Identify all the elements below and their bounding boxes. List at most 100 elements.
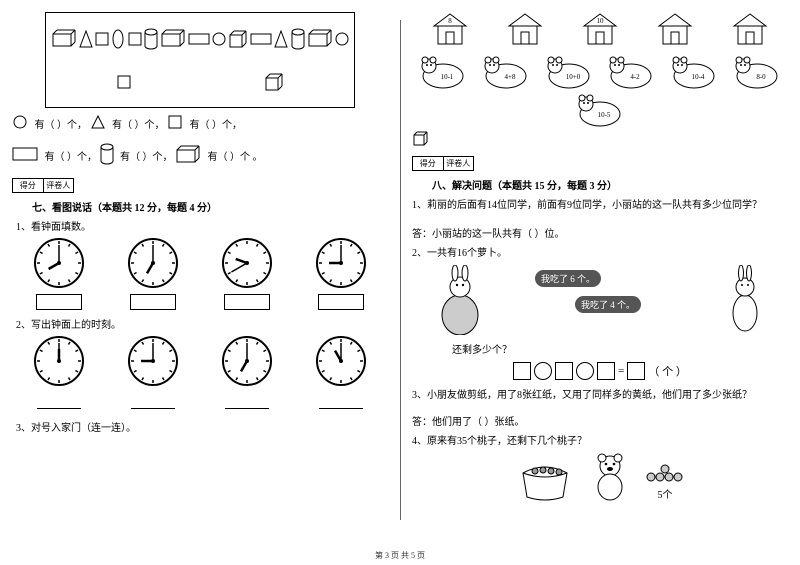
house-icon: [655, 12, 695, 49]
blank-square[interactable]: [597, 362, 615, 380]
triangle-count: 有（ ）个，: [112, 120, 165, 131]
rect-count: 有（ ）个，: [45, 152, 98, 163]
square-icon: [117, 75, 131, 89]
clock-item: [221, 237, 273, 312]
houses-row: 8 10: [412, 12, 788, 49]
circle-count: 有（ ）个，: [35, 120, 88, 131]
cube-count: 有（ ）个 。: [208, 152, 263, 163]
grader-label: 评卷人: [44, 179, 74, 192]
bears-row: 10-14+810+04-210-48-010-5: [412, 53, 788, 129]
blank-circle[interactable]: [576, 362, 594, 380]
cuboid-icon: [160, 28, 186, 50]
oval-icon: [111, 29, 125, 49]
cube-icon: [228, 29, 248, 49]
peaches-icon: [645, 463, 685, 483]
rect-icon: [188, 33, 210, 45]
left-column: 有（ ）个， 有（ ）个， 有（ ）个， 有（ ）个， 有（ ）个， 有（ ）个…: [0, 0, 400, 565]
rabbit-right-icon: [720, 265, 770, 335]
bear-icon: 8-0: [731, 54, 783, 90]
rect-icon: [250, 33, 272, 45]
triangle-icon: [79, 30, 93, 48]
square-count: 有（ ）个，: [190, 120, 243, 131]
clocks-row-1: [12, 237, 388, 312]
house-icon: 10: [580, 12, 620, 49]
peach-5-label: 5个: [645, 486, 685, 501]
square-icon: [128, 32, 142, 46]
blank-circle[interactable]: [534, 362, 552, 380]
triangle-icon: [90, 114, 106, 137]
score-box: 得分 评卷人: [412, 156, 474, 171]
right-column: 810 10-14+810+04-210-48-010-5 得分 评卷人 八、解…: [400, 0, 800, 565]
answer-box[interactable]: [318, 294, 364, 310]
bear-icon: 4-2: [605, 54, 657, 90]
circle-icon: [335, 32, 349, 46]
triangle-icon: [274, 30, 288, 48]
bear-icon: 10-4: [668, 54, 720, 90]
peach-count: 5个: [645, 463, 685, 501]
answer-line[interactable]: [225, 396, 269, 409]
square-icon: [167, 114, 183, 137]
rabbit-scene: 我吃了 6 个。 我吃了 4 个。: [412, 265, 788, 335]
bear-icon: 10-1: [417, 54, 469, 90]
house-icon: [505, 12, 545, 49]
page-footer: 第 3 页 共 5 页: [0, 550, 800, 561]
cuboid-icon: [307, 28, 333, 50]
clock-item: [33, 335, 85, 415]
speech-bubble-1: 我吃了 6 个。: [535, 270, 601, 287]
section-8-title: 八、解决问题（本题共 15 分，每题 3 分）: [432, 177, 788, 192]
svg-text:8: 8: [448, 17, 452, 25]
shape-count-row-1: 有（ ）个， 有（ ）个， 有（ ）个，: [12, 114, 388, 137]
speech-bubble-2: 我吃了 4 个。: [575, 296, 641, 313]
answer-box[interactable]: [224, 294, 270, 310]
blank-square[interactable]: [513, 362, 531, 380]
section-7-title: 七、看图说话（本题共 12 分，每题 4 分）: [32, 199, 388, 214]
clock-item: [315, 237, 367, 312]
blank-square[interactable]: [555, 362, 573, 380]
q7-2: 2、写出钟面上的时刻。: [16, 316, 388, 331]
answer-box[interactable]: [130, 294, 176, 310]
shapes-box: [45, 12, 355, 108]
q8-2b: 还剩多少个？: [452, 341, 788, 356]
rabbit-left-icon: [430, 265, 490, 335]
peach-scene: 5个: [412, 451, 788, 501]
house-icon: [730, 12, 770, 49]
circle-icon: [212, 32, 226, 46]
clock-item: [127, 237, 179, 312]
cylinder-icon: [291, 28, 305, 50]
cylinder-count: 有（ ）个，: [120, 152, 173, 163]
square-icon: [95, 32, 109, 46]
answer-line[interactable]: [37, 396, 81, 409]
answer-box[interactable]: [36, 294, 82, 310]
shape-count-row-2: 有（ ）个， 有（ ）个， 有（ ）个 。: [12, 143, 388, 172]
equation-row: = （ 个 ）: [412, 362, 788, 380]
answer-line[interactable]: [319, 396, 363, 409]
q8-4: 4、原来有35个桃子，还剩下几个桃子？: [412, 432, 788, 447]
circle-icon: [12, 114, 28, 137]
a8-1: 答：小丽站的这一队共有（ ）位。: [412, 225, 788, 240]
equals-text: =: [618, 365, 624, 377]
basket-icon: [515, 461, 575, 501]
cuboid-icon: [175, 144, 201, 171]
house-icon: 8: [430, 12, 470, 49]
q7-1: 1、看钟面填数。: [16, 218, 388, 233]
answer-line[interactable]: [131, 396, 175, 409]
clock-item: [33, 237, 85, 312]
cube-icon: [412, 139, 430, 150]
svg-text:8-0: 8-0: [756, 73, 766, 81]
q7-3: 3、对号入家门（连一连）。: [16, 419, 388, 434]
grader-label: 评卷人: [444, 157, 474, 170]
blank-square[interactable]: [627, 362, 645, 380]
rect-icon: [12, 147, 38, 168]
bear-icon: [585, 451, 635, 501]
clock-item: [221, 335, 273, 415]
q8-3: 3、小朋友做剪纸，用了8张红纸，又用了同样多的黄纸，他们用了多少张纸？: [412, 386, 788, 401]
q8-1: 1、莉丽的后面有14位同学，前面有9位同学，小丽站的这一队共有多少位同学？: [412, 196, 788, 211]
bear-icon: 4+8: [480, 54, 532, 90]
unit-label: （ 个 ）: [648, 363, 687, 379]
clocks-row-2: [12, 335, 388, 415]
svg-text:10: 10: [596, 17, 604, 25]
svg-text:4-2: 4-2: [631, 73, 641, 81]
svg-text:10-4: 10-4: [692, 73, 705, 81]
cylinder-icon: [100, 143, 114, 172]
svg-text:10-5: 10-5: [598, 111, 611, 119]
